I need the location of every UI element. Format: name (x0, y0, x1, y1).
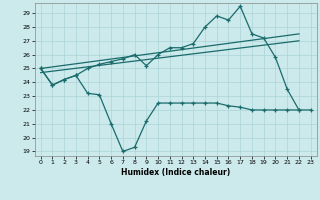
X-axis label: Humidex (Indice chaleur): Humidex (Indice chaleur) (121, 168, 230, 177)
